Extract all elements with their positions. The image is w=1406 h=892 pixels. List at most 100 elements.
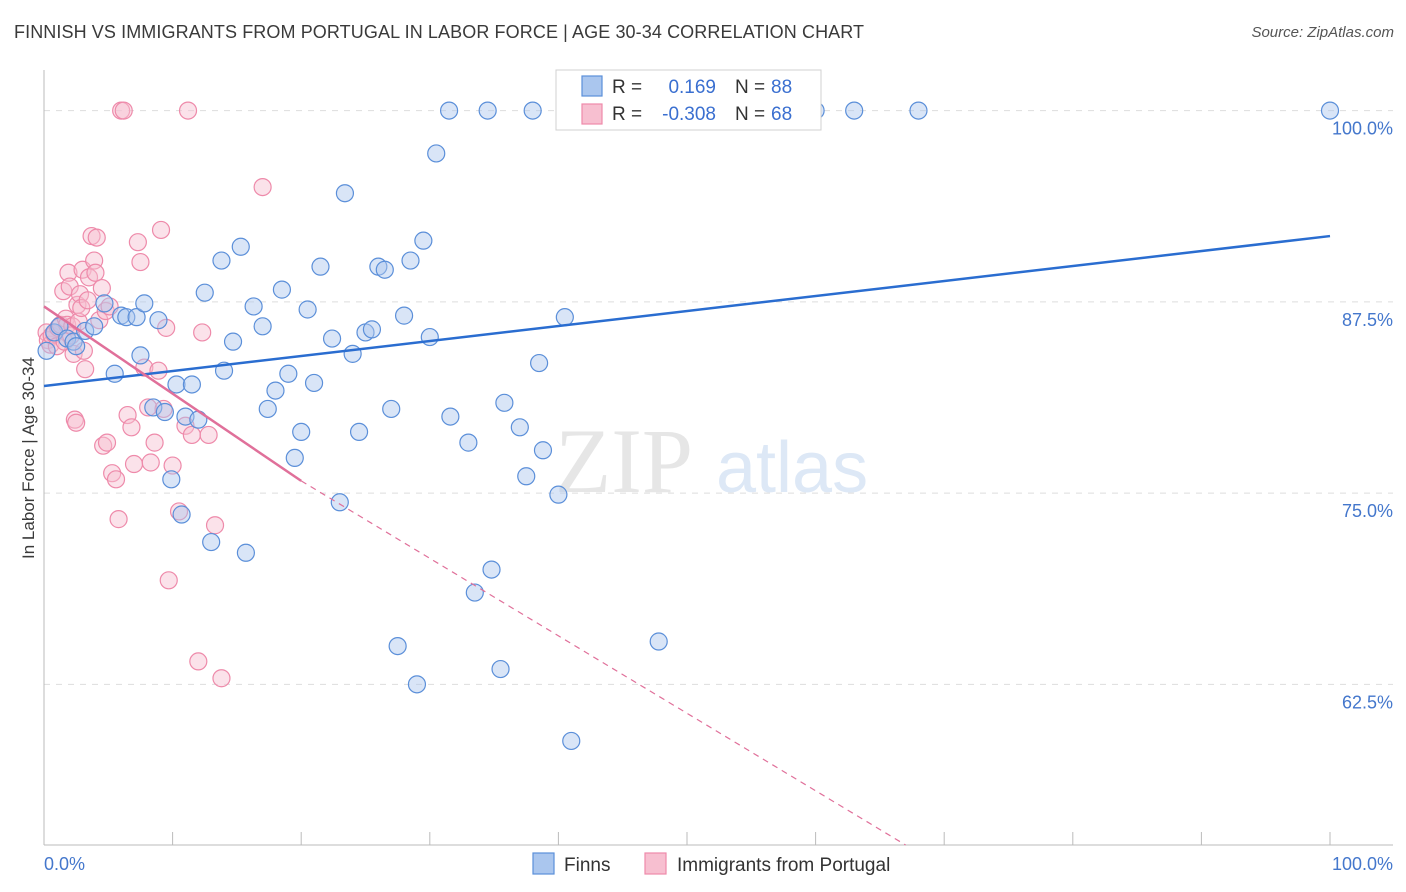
finns-point xyxy=(131,346,150,365)
bottom-legend-label-portugal: Immigrants from Portugal xyxy=(677,855,890,876)
finns-point xyxy=(117,308,136,327)
portugal-point xyxy=(67,413,86,432)
portugal-point xyxy=(59,263,78,282)
portugal-point xyxy=(253,178,272,197)
legend-swatch-finns xyxy=(581,75,603,97)
legend-n-value-portugal: 68 xyxy=(771,104,792,125)
legend-n-value-finns: 88 xyxy=(771,77,792,98)
finns-point xyxy=(388,636,407,656)
bottom-legend-swatch-portugal xyxy=(644,852,667,875)
bottom-legend-label-finns: Finns xyxy=(564,855,610,876)
finns-point xyxy=(37,341,56,360)
y-axis-label: In Labor Force | Age 30-34 xyxy=(19,357,38,559)
portugal-point xyxy=(212,669,231,688)
finns-point xyxy=(85,317,104,336)
finns-point xyxy=(909,101,928,120)
finns-point xyxy=(127,308,146,327)
finns-point xyxy=(394,306,414,325)
finns-point xyxy=(530,353,549,373)
portugal-point xyxy=(106,470,126,489)
finns-point xyxy=(382,399,401,419)
portugal-point xyxy=(159,571,178,590)
finns-point xyxy=(459,433,478,452)
y-tick-label: 100.0% xyxy=(1332,119,1393,139)
portugal-point xyxy=(149,361,168,380)
finns-point xyxy=(549,485,568,504)
finns-point xyxy=(562,731,581,751)
finns-point xyxy=(231,237,250,256)
watermark-atlas: atlas xyxy=(716,428,868,508)
finns-point xyxy=(495,393,514,412)
portugal-point xyxy=(199,425,218,445)
portugal-point xyxy=(92,278,111,298)
finns-point xyxy=(149,311,168,330)
finns-point xyxy=(343,344,362,363)
portugal-trend-extension xyxy=(300,480,906,846)
finns-point xyxy=(212,251,231,270)
finns-point xyxy=(135,294,154,313)
finns-point xyxy=(335,184,355,203)
bottom-legend: Finns Immigrants from Portugal xyxy=(532,852,890,876)
finns-point xyxy=(105,364,124,383)
finns-point xyxy=(202,532,221,552)
finns-point xyxy=(401,251,420,270)
finns-point xyxy=(95,294,114,313)
portugal-point xyxy=(65,410,84,429)
portugal-point xyxy=(141,453,160,472)
finns-point xyxy=(330,493,349,512)
portugal-point xyxy=(189,652,208,671)
finns-point xyxy=(144,398,163,417)
portugal-point xyxy=(87,228,106,247)
finns-point xyxy=(439,101,459,120)
finns-point xyxy=(298,300,317,319)
y-tick-labels: 62.5% 75.0% 87.5% 100.0% xyxy=(1332,119,1393,713)
bottom-legend-swatch-finns xyxy=(532,852,555,875)
finns-point xyxy=(555,308,574,327)
legend-r-value-portugal: -0.308 xyxy=(662,104,716,125)
finns-point xyxy=(285,448,304,468)
x-tick-label-max: 100.0% xyxy=(1332,854,1393,874)
finns-point xyxy=(441,407,460,426)
portugal-point xyxy=(157,318,176,337)
finns-point xyxy=(304,373,324,393)
legend-swatch-portugal xyxy=(581,103,603,125)
legend-n-label-portugal: N = xyxy=(735,104,765,125)
finns-point xyxy=(491,659,510,679)
portugal-point xyxy=(76,360,95,379)
portugal-point xyxy=(145,433,164,452)
source-label: Source: ZipAtlas.com xyxy=(1251,24,1394,41)
grid xyxy=(44,110,1393,685)
portugal-point xyxy=(86,263,105,282)
finns-point xyxy=(155,402,174,422)
finns-point xyxy=(649,632,668,651)
finns-point xyxy=(427,144,446,163)
watermark: ZIP atlas xyxy=(555,410,868,512)
finns-point xyxy=(292,422,311,441)
legend-r-label-finns: R = xyxy=(612,77,642,98)
finns-point xyxy=(172,505,191,524)
finns-point xyxy=(523,101,542,120)
finns-point xyxy=(279,364,298,383)
finns-point xyxy=(420,327,439,347)
portugal-point xyxy=(163,456,182,475)
finns-point xyxy=(236,543,256,562)
finns-point xyxy=(407,675,427,694)
finns-point xyxy=(76,321,95,341)
legend-n-label-finns: N = xyxy=(735,77,765,98)
y-tick-label: 75.0% xyxy=(1342,501,1393,521)
chart-title: FINNISH VS IMMIGRANTS FROM PORTUGAL IN L… xyxy=(14,22,865,42)
watermark-zip: ZIP xyxy=(555,410,693,512)
finns-point xyxy=(272,280,292,299)
legend-r-value-finns: 0.169 xyxy=(668,77,716,98)
finns-point xyxy=(182,375,201,394)
y-tick-label: 62.5% xyxy=(1342,692,1393,712)
portugal-point xyxy=(182,425,201,445)
finns-point xyxy=(465,583,484,602)
portugal-point xyxy=(139,398,158,417)
portugal-point xyxy=(205,516,225,535)
finns-point xyxy=(510,418,529,437)
portugal-point xyxy=(97,433,117,452)
finns-point xyxy=(67,337,86,356)
finns-point xyxy=(162,470,181,489)
